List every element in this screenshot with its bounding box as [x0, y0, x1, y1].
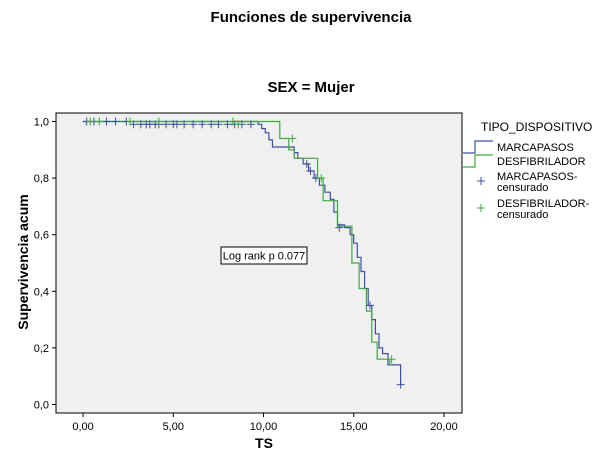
censored-point-marcapasos — [198, 120, 207, 129]
censored-point-desfibrilador — [154, 117, 163, 126]
x-axis: 0,00 5,00 10,00 15,00 20,00 — [72, 413, 458, 433]
y-tick-label: 0,4 — [34, 286, 49, 298]
censored-point-marcapasos — [207, 120, 216, 129]
series-line-desfibrilador — [83, 120, 392, 366]
x-tick-label: 20,00 — [430, 421, 458, 433]
x-tick-label: 10,00 — [250, 421, 278, 433]
legend-item: MARCAPASOS — [463, 140, 574, 154]
legend-item: DESFIBRILADOR-censurado — [477, 198, 590, 221]
censored-point-marcapasos — [223, 120, 232, 129]
censored-point-marcapasos — [246, 120, 255, 129]
censored-point-desfibrilador — [125, 117, 134, 126]
chart-title: Funciones de supervivencia — [211, 9, 413, 26]
legend: TIPO_DISPOSITIVO MARCAPASOS DESFIBRILADOR… — [463, 120, 592, 221]
censored-point-marcapasos — [172, 120, 181, 129]
censored-point-marcapasos — [214, 120, 223, 129]
legend-item: DESFIBRILADOR — [463, 154, 586, 168]
legend-item: MARCAPASOS-censurado — [477, 171, 578, 194]
x-tick-label: 5,00 — [163, 421, 184, 433]
annotation-box — [220, 246, 308, 265]
censored-point-marcapasos — [302, 159, 311, 168]
legend-label: censurado — [497, 209, 548, 221]
censored-point-desfibrilador — [317, 174, 326, 183]
legend-label: MARCAPASOS — [497, 142, 574, 154]
series-layer — [83, 120, 402, 385]
censored-point-marcapasos — [162, 120, 171, 129]
x-tick-label: 0,00 — [72, 421, 93, 433]
censored-point-marcapasos — [306, 167, 315, 176]
annotation-text: Log rank p 0.077 — [223, 251, 306, 263]
censored-point-desfibrilador — [228, 117, 237, 126]
legend-swatch — [463, 154, 493, 168]
legend-swatch — [477, 177, 485, 185]
y-tick-label: 1,0 — [34, 116, 49, 128]
y-tick-label: 0,2 — [34, 343, 49, 355]
censored-point-marcapasos — [396, 380, 405, 389]
legend-label: DESFIBRILADOR- — [497, 198, 590, 210]
censored-markers — [82, 117, 405, 389]
censored-point-desfibrilador — [234, 120, 243, 129]
censored-point-desfibrilador — [387, 355, 396, 364]
legend-label: censurado — [497, 182, 548, 194]
legend-items: MARCAPASOS DESFIBRILADOR MARCAPASOS-censur… — [463, 140, 590, 221]
censored-point-marcapasos — [111, 117, 120, 126]
legend-label: MARCAPASOS- — [497, 171, 578, 183]
censored-point-marcapasos — [180, 120, 189, 129]
legend-swatch — [463, 140, 493, 154]
y-tick-label: 0,0 — [34, 400, 49, 412]
x-axis-label: TS — [255, 435, 273, 451]
y-axis-label: Supervivencia acum — [15, 194, 31, 329]
y-axis: 0,0 0,2 0,4 0,6 0,8 1,0 — [34, 116, 56, 412]
legend-swatch — [477, 204, 485, 212]
legend-label: DESFIBRILADOR — [497, 156, 586, 168]
censored-point-marcapasos — [102, 117, 111, 126]
chart-subtitle: SEX = Mujer — [267, 79, 354, 96]
y-tick-label: 0,6 — [34, 230, 49, 242]
log-rank-annotation: Log rank p 0.077 — [220, 246, 308, 265]
series-line-marcapasos — [83, 120, 402, 385]
censored-point-marcapasos — [189, 120, 198, 129]
censored-point-desfibrilador — [86, 117, 95, 126]
censored-point-desfibrilador — [288, 134, 297, 143]
censored-point-marcapasos — [365, 301, 374, 310]
censored-point-desfibrilador — [95, 117, 104, 126]
censored-point-marcapasos — [335, 223, 344, 232]
x-tick-label: 15,00 — [340, 421, 368, 433]
legend-title: TIPO_DISPOSITIVO — [481, 120, 592, 134]
y-tick-label: 0,8 — [34, 173, 49, 185]
